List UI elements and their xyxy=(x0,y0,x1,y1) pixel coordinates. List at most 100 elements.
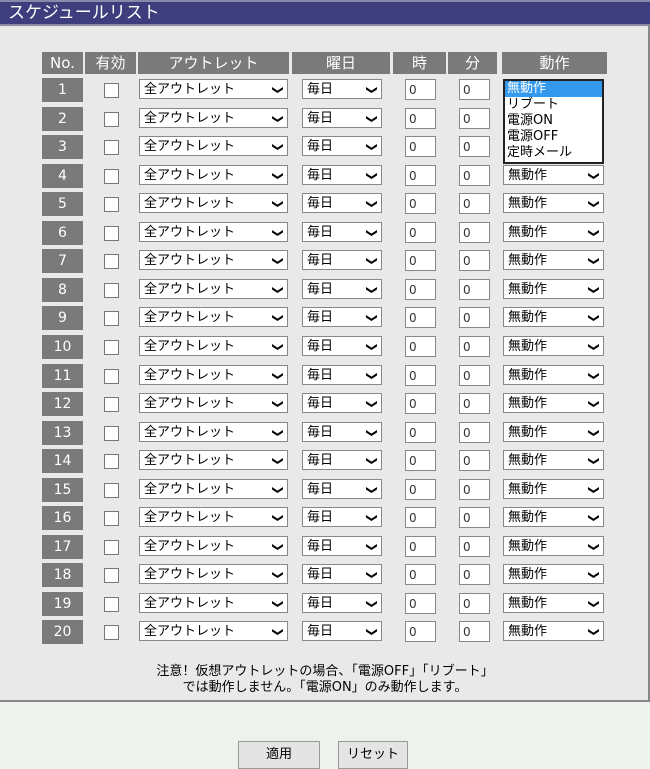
outlet-select[interactable]: 全アウトレット ❯ xyxy=(139,535,288,556)
enabled-checkbox[interactable] xyxy=(104,168,119,184)
outlet-select[interactable]: 全アウトレット ❯ xyxy=(139,307,288,328)
enabled-checkbox[interactable] xyxy=(104,225,119,241)
minute-input[interactable]: 0 xyxy=(459,421,490,443)
minute-input[interactable]: 0 xyxy=(459,450,490,472)
enabled-checkbox[interactable] xyxy=(104,140,119,156)
outlet-select[interactable]: 全アウトレット ❯ xyxy=(139,421,288,442)
enabled-checkbox[interactable] xyxy=(104,368,119,384)
day-select[interactable]: 毎日 ❯ xyxy=(302,564,382,585)
action-select[interactable]: 無動作 ❯ xyxy=(503,450,604,471)
enabled-checkbox[interactable] xyxy=(104,625,119,641)
enabled-checkbox[interactable] xyxy=(104,111,119,127)
action-dropdown-list[interactable]: 無動作 リブート 電源ON 電源OFF 定時メール xyxy=(503,79,604,164)
minute-input[interactable]: 0 xyxy=(459,393,490,415)
day-select[interactable]: 毎日 ❯ xyxy=(302,450,382,471)
hour-input[interactable]: 0 xyxy=(405,307,436,329)
minute-input[interactable]: 0 xyxy=(459,592,490,614)
day-select[interactable]: 毎日 ❯ xyxy=(302,193,382,214)
action-select[interactable]: 無動作 ❯ xyxy=(503,507,604,528)
action-select[interactable]: 無動作 ❯ xyxy=(503,592,604,613)
dropdown-option[interactable]: 電源OFF xyxy=(507,129,559,144)
outlet-select[interactable]: 全アウトレット ❯ xyxy=(139,564,288,585)
action-select[interactable]: 無動作 ❯ xyxy=(503,535,604,556)
hour-input[interactable]: 0 xyxy=(405,221,436,243)
action-select[interactable]: 無動作 ❯ xyxy=(503,193,604,214)
day-select[interactable]: 毎日 ❯ xyxy=(302,507,382,528)
action-select[interactable]: 無動作 ❯ xyxy=(503,564,604,585)
minute-input[interactable]: 0 xyxy=(459,278,490,300)
action-select[interactable]: 無動作 ❯ xyxy=(503,221,604,242)
dropdown-option[interactable]: 電源ON xyxy=(507,113,553,128)
hour-input[interactable]: 0 xyxy=(405,621,436,643)
minute-input[interactable]: 0 xyxy=(459,535,490,557)
outlet-select[interactable]: 全アウトレット ❯ xyxy=(139,164,288,185)
hour-input[interactable]: 0 xyxy=(405,278,436,300)
minute-input[interactable]: 0 xyxy=(459,507,490,529)
minute-input[interactable]: 0 xyxy=(459,364,490,386)
hour-input[interactable]: 0 xyxy=(405,393,436,415)
action-select[interactable]: 無動作 ❯ xyxy=(503,250,604,271)
minute-input[interactable]: 0 xyxy=(459,478,490,500)
hour-input[interactable]: 0 xyxy=(405,107,436,129)
enabled-checkbox[interactable] xyxy=(104,397,119,413)
hour-input[interactable]: 0 xyxy=(405,136,436,158)
hour-input[interactable]: 0 xyxy=(405,421,436,443)
enabled-checkbox[interactable] xyxy=(104,482,119,498)
apply-button[interactable]: 適用 xyxy=(238,741,320,769)
day-select[interactable]: 毎日 ❯ xyxy=(302,79,382,99)
outlet-select[interactable]: 全アウトレット ❯ xyxy=(139,250,288,271)
action-select[interactable]: 無動作 ❯ xyxy=(503,421,604,442)
day-select[interactable]: 毎日 ❯ xyxy=(302,107,382,128)
minute-input[interactable]: 0 xyxy=(459,221,490,243)
day-select[interactable]: 毎日 ❯ xyxy=(302,592,382,613)
hour-input[interactable]: 0 xyxy=(405,564,436,586)
enabled-checkbox[interactable] xyxy=(104,568,119,584)
outlet-select[interactable]: 全アウトレット ❯ xyxy=(139,507,288,528)
enabled-checkbox[interactable] xyxy=(104,596,119,612)
day-select[interactable]: 毎日 ❯ xyxy=(302,364,382,385)
action-select[interactable]: 無動作 ❯ xyxy=(503,364,604,385)
outlet-select[interactable]: 全アウトレット ❯ xyxy=(139,393,288,414)
minute-input[interactable]: 0 xyxy=(459,335,490,357)
minute-input[interactable]: 0 xyxy=(459,564,490,586)
hour-input[interactable]: 0 xyxy=(405,250,436,272)
action-select[interactable]: 無動作 ❯ xyxy=(503,393,604,414)
minute-input[interactable]: 0 xyxy=(459,307,490,329)
outlet-select[interactable]: 全アウトレット ❯ xyxy=(139,136,288,157)
enabled-checkbox[interactable] xyxy=(104,311,119,327)
action-select[interactable]: 無動作 ❯ xyxy=(503,278,604,299)
hour-input[interactable]: 0 xyxy=(405,478,436,500)
hour-input[interactable]: 0 xyxy=(405,164,436,186)
outlet-select[interactable]: 全アウトレット ❯ xyxy=(139,107,288,128)
day-select[interactable]: 毎日 ❯ xyxy=(302,335,382,356)
minute-input[interactable]: 0 xyxy=(459,107,490,129)
day-select[interactable]: 毎日 ❯ xyxy=(302,307,382,328)
hour-input[interactable]: 0 xyxy=(405,193,436,215)
minute-input[interactable]: 0 xyxy=(459,193,490,215)
enabled-checkbox[interactable] xyxy=(104,339,119,355)
hour-input[interactable]: 0 xyxy=(405,364,436,386)
enabled-checkbox[interactable] xyxy=(104,282,119,298)
hour-input[interactable]: 0 xyxy=(405,592,436,614)
action-select[interactable]: 無動作 ❯ xyxy=(503,307,604,328)
outlet-select[interactable]: 全アウトレット ❯ xyxy=(139,592,288,613)
day-select[interactable]: 毎日 ❯ xyxy=(302,535,382,556)
minute-input[interactable]: 0 xyxy=(459,136,490,158)
day-select[interactable]: 毎日 ❯ xyxy=(302,621,382,642)
outlet-select[interactable]: 全アウトレット ❯ xyxy=(139,278,288,299)
action-select[interactable]: 無動作 ❯ xyxy=(503,621,604,642)
dropdown-option[interactable]: 無動作 xyxy=(505,81,602,97)
enabled-checkbox[interactable] xyxy=(104,511,119,527)
outlet-select[interactable]: 全アウトレット ❯ xyxy=(139,193,288,214)
action-select[interactable]: 無動作 ❯ xyxy=(503,164,604,185)
dropdown-option[interactable]: リブート xyxy=(507,97,560,112)
day-select[interactable]: 毎日 ❯ xyxy=(302,221,382,242)
outlet-select[interactable]: 全アウトレット ❯ xyxy=(139,478,288,499)
outlet-select[interactable]: 全アウトレット ❯ xyxy=(139,221,288,242)
minute-input[interactable]: 0 xyxy=(459,79,490,100)
day-select[interactable]: 毎日 ❯ xyxy=(302,478,382,499)
hour-input[interactable]: 0 xyxy=(405,335,436,357)
enabled-checkbox[interactable] xyxy=(104,83,119,98)
hour-input[interactable]: 0 xyxy=(405,535,436,557)
hour-input[interactable]: 0 xyxy=(405,79,436,100)
